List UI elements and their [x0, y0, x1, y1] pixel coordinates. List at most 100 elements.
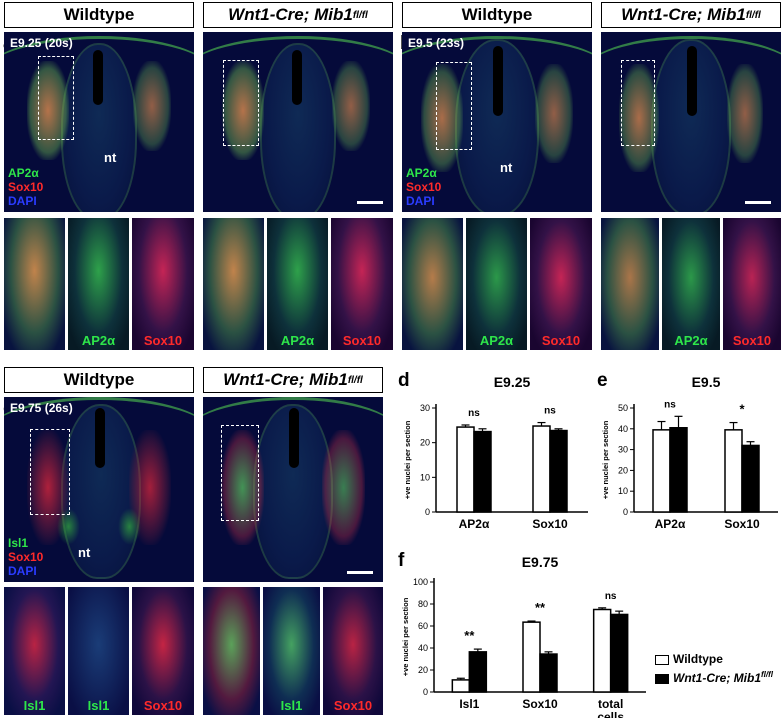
x-tick-label: cells	[597, 710, 624, 718]
panel-label-e: e	[597, 370, 608, 391]
y-tick-label: 0	[423, 687, 428, 697]
stain-green: AP2α	[406, 166, 437, 180]
legend-swatch-wildtype	[655, 654, 669, 665]
bar-chart-d: E9.25 +ve nuclei per section 0 10 20 30 ns AP2α…	[403, 374, 588, 531]
scale-bar	[347, 571, 373, 574]
y-tick-label: 20	[420, 438, 430, 448]
chart-title: E9.5	[692, 374, 721, 390]
zoom-label-red: Sox10	[143, 698, 183, 713]
zoom-label-red: Sox10	[732, 333, 772, 348]
zoom-c-mut-green	[263, 587, 320, 715]
zoom-box	[38, 56, 74, 140]
stage-label: E9.5 (23s)	[408, 36, 465, 50]
micrograph-c-mutant	[203, 397, 383, 582]
legend-sup: fl/fl	[761, 670, 773, 679]
micrograph-a-wildtype: E9.25 (20s) nt AP2α Sox10 DAPI	[4, 32, 194, 212]
header-text: Wildtype	[63, 5, 135, 24]
bar-mutant	[539, 653, 558, 693]
y-tick-label: 10	[420, 472, 430, 482]
stain-green: Isl1	[8, 536, 29, 550]
y-tick-label: 0	[425, 507, 430, 517]
zoom-label-green: AP2α	[674, 333, 708, 348]
header-mutant-c: Wnt1-Cre; Mib1 fl/fl	[203, 367, 383, 393]
zoom-label-green: AP2α	[280, 333, 315, 348]
scale-bar	[745, 201, 771, 204]
zoom-a-wt-green	[68, 218, 129, 350]
bar-mutant	[468, 651, 488, 693]
micrograph-b-mutant	[601, 32, 781, 212]
bar-wildtype	[652, 429, 671, 513]
zoom-a-wt-merge	[4, 218, 65, 350]
bar-wildtype	[724, 429, 743, 513]
panel-label-f: f	[398, 550, 405, 571]
bar-chart-f: E9.75 +ve nuclei per section 0 20 40 60 80 100 *…	[401, 554, 646, 718]
micrograph-b-wildtype: E9.5 (23s) nt AP2α Sox10 DAPI	[402, 32, 592, 212]
y-tick-label: 30	[618, 445, 628, 455]
header-mutant-a: Wnt1-Cre; Mib1 fl/fl	[203, 2, 393, 28]
bar-wildtype	[592, 608, 612, 693]
zoom-label-green: Isl1	[23, 698, 46, 713]
nt-label: nt	[78, 545, 91, 560]
y-tick-label: 20	[618, 465, 628, 475]
stain-blue: DAPI	[8, 564, 37, 578]
y-axis-label: +ve nuclei per section	[401, 597, 410, 676]
header-text: Wnt1-Cre; Mib1	[228, 5, 353, 24]
x-tick-label: Sox10	[724, 517, 760, 531]
legend-swatch-mutant	[655, 673, 669, 684]
stain-blue: DAPI	[406, 194, 435, 208]
zoom-box	[30, 429, 70, 515]
zoom-c-wt-red	[132, 587, 194, 715]
x-tick-label: Isl1	[459, 697, 479, 711]
y-tick-label: 10	[618, 486, 628, 496]
x-tick-label: Sox10	[522, 697, 558, 711]
bar-mutant	[741, 444, 760, 513]
zoom-c-wt-merge	[4, 587, 65, 715]
y-tick-label: 100	[413, 577, 428, 587]
stage-label: E9.25 (20s)	[10, 36, 73, 50]
significance-label: ns	[664, 399, 676, 410]
legend-label: Wnt1-Cre; Mib1	[673, 671, 761, 685]
significance-label: ns	[544, 406, 556, 417]
micrograph-a-mutant	[203, 32, 393, 212]
micrograph-c-wildtype: E9.75 (26s) nt Isl1 Sox10 DAPI	[4, 397, 194, 582]
stain-legend: Isl1 Sox10 DAPI	[8, 536, 43, 578]
zoom-a-mut-green	[267, 218, 328, 350]
y-tick-label: 20	[418, 665, 428, 675]
header-mutant-b: Wnt1-Cre; Mib1 fl/fl	[601, 2, 781, 28]
y-tick-label: 40	[418, 643, 428, 653]
header-text: Wildtype	[461, 5, 533, 24]
zoom-label-green: AP2α	[479, 333, 514, 348]
zoom-box	[221, 425, 259, 521]
zoom-b-wt-green	[466, 218, 527, 350]
zoom-box	[621, 60, 655, 146]
stain-red: Sox10	[8, 180, 44, 194]
bar-mutant	[549, 429, 568, 513]
y-tick-label: 30	[420, 403, 430, 413]
zoom-c-mut-merge	[203, 587, 260, 715]
y-tick-label: 80	[418, 599, 428, 609]
header-text: Wnt1-Cre; Mib1	[223, 370, 348, 389]
zoom-a-mut-merge	[203, 218, 264, 350]
zoom-b-wt-red	[530, 218, 592, 350]
bar-wildtype	[522, 621, 541, 693]
stain-green: AP2α	[8, 166, 39, 180]
header-text: Wildtype	[63, 370, 135, 389]
zoom-label-green: Isl1	[87, 698, 110, 713]
zoom-b-mut-green	[662, 218, 720, 350]
x-tick-label: Sox10	[532, 517, 568, 531]
legend-wildtype: Wildtype	[655, 651, 773, 667]
legend-mutant: Wnt1-Cre; Mib1fl/fl	[655, 667, 773, 686]
y-tick-label: 40	[618, 424, 628, 434]
header-wildtype-a: Wildtype	[4, 2, 194, 28]
nt-label: nt	[104, 150, 117, 165]
zoom-box	[223, 60, 259, 146]
zoom-label-green: Isl1	[280, 698, 303, 713]
significance-label: ns	[605, 591, 617, 602]
scale-bar	[357, 201, 383, 204]
x-tick-label: total	[598, 697, 623, 711]
zoom-a-wt-red	[132, 218, 194, 350]
header-wildtype-b: Wildtype	[402, 2, 592, 28]
stain-legend: AP2α Sox10 DAPI	[8, 166, 43, 208]
significance-label: **	[535, 600, 546, 615]
header-text: Wnt1-Cre; Mib1	[621, 5, 746, 24]
